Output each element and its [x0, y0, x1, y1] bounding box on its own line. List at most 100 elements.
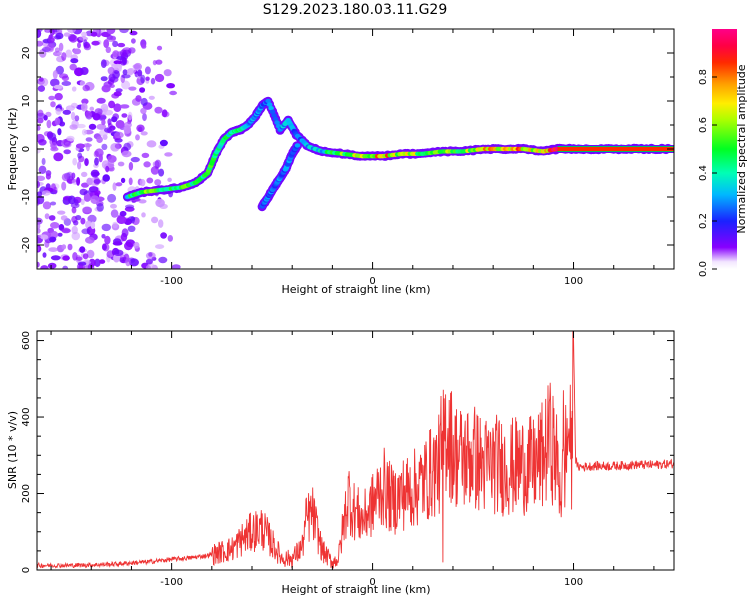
noise-speckle	[79, 246, 86, 253]
noise-speckle	[47, 35, 55, 44]
noise-speckle	[142, 113, 147, 122]
spectrogram-noise	[37, 29, 181, 269]
secondary-branch-core	[294, 143, 301, 148]
noise-speckle	[112, 40, 119, 48]
noise-speckle	[67, 33, 77, 42]
colorbar-tick-label: 0.4	[698, 165, 709, 181]
noise-speckle	[79, 80, 86, 87]
ridge-core	[268, 106, 274, 111]
figure-title: S129.2023.180.03.11.G29	[263, 2, 448, 18]
noise-speckle	[52, 70, 58, 79]
noise-speckle	[55, 65, 64, 75]
noise-speckle	[161, 109, 168, 118]
noise-speckle	[48, 95, 56, 101]
noise-speckle	[90, 221, 96, 230]
noise-speckle	[80, 67, 89, 75]
noise-speckle	[111, 116, 118, 123]
noise-speckle	[106, 29, 116, 35]
noise-speckle	[67, 29, 77, 34]
noise-speckle	[60, 215, 68, 221]
colorbar-ticks: 0.0 0.2 0.4 0.6 0.8	[698, 69, 717, 277]
noise-speckle	[123, 125, 131, 134]
noise-speckle	[130, 156, 140, 163]
noise-speckle	[55, 108, 62, 115]
noise-speckle	[155, 59, 163, 65]
noise-speckle	[169, 90, 178, 96]
colorbar-tick-label: 0.8	[698, 69, 709, 85]
noise-speckle	[61, 75, 70, 82]
noise-speckle	[140, 97, 148, 106]
noise-speckle	[148, 95, 155, 100]
noise-speckle	[37, 180, 40, 188]
snr-series-line	[37, 331, 674, 569]
noise-speckle	[167, 177, 172, 182]
noise-speckle	[73, 220, 79, 226]
noise-speckle	[145, 76, 150, 81]
noise-speckle	[123, 241, 133, 251]
noise-speckle	[90, 195, 100, 205]
noise-speckle	[131, 98, 141, 106]
noise-speckle	[71, 225, 78, 235]
noise-speckle	[127, 225, 136, 232]
ridge-core	[274, 120, 280, 125]
noise-speckle	[84, 158, 89, 167]
noise-speckle	[107, 193, 117, 203]
noise-speckle	[37, 175, 46, 181]
noise-speckle	[47, 262, 57, 269]
noise-speckle	[138, 199, 147, 204]
noise-speckle	[154, 179, 162, 186]
noise-speckle	[101, 119, 106, 126]
noise-speckle	[82, 143, 92, 148]
noise-speckle	[119, 56, 128, 66]
noise-speckle	[103, 109, 114, 116]
noise-speckle	[37, 222, 41, 230]
noise-speckle	[163, 69, 172, 77]
spectrogram-xlabel: Height of straight line (km)	[281, 283, 430, 296]
noise-speckle	[131, 38, 136, 44]
noise-speckle	[81, 228, 91, 235]
noise-speckle	[104, 127, 112, 133]
noise-speckle	[143, 161, 151, 168]
noise-speckle	[44, 240, 50, 248]
noise-speckle	[154, 106, 163, 114]
noise-speckle	[101, 223, 112, 232]
noise-speckle	[80, 198, 85, 205]
noise-speckle	[115, 88, 123, 93]
noise-speckle	[141, 152, 150, 158]
noise-speckle	[128, 161, 134, 171]
noise-speckle	[98, 153, 103, 163]
noise-speckle	[109, 84, 115, 88]
spectrogram-frame	[36, 28, 675, 270]
noise-speckle	[99, 114, 107, 120]
noise-speckle	[104, 235, 111, 245]
noise-speckle	[63, 32, 71, 37]
snr-ylabel: SNR (10 * v/v)	[6, 411, 19, 489]
noise-speckle	[135, 134, 140, 141]
noise-speckle	[146, 177, 154, 184]
noise-speckle	[82, 206, 92, 213]
colorbar-tick-label: 0.6	[698, 117, 709, 133]
noise-speckle	[128, 177, 133, 186]
noise-speckle	[99, 259, 106, 264]
noise-speckle	[49, 230, 59, 239]
noise-speckle	[55, 32, 64, 40]
noise-speckle	[69, 63, 77, 71]
noise-speckle	[37, 117, 44, 124]
noise-speckle	[81, 129, 87, 136]
noise-speckle	[61, 228, 71, 234]
noise-speckle	[107, 67, 115, 75]
noise-speckle	[129, 30, 138, 36]
noise-speckle	[64, 141, 72, 148]
noise-speckle	[50, 201, 57, 206]
noise-speckle	[77, 161, 82, 170]
y-tick-label: 200	[21, 484, 32, 503]
noise-speckle	[139, 179, 146, 187]
noise-speckle	[83, 193, 91, 202]
noise-speckle	[75, 143, 85, 149]
noise-speckle	[43, 115, 48, 121]
y-tick-label: 400	[21, 407, 32, 426]
noise-speckle	[61, 244, 67, 250]
noise-speckle	[125, 257, 131, 267]
noise-speckle	[61, 181, 67, 191]
noise-speckle	[129, 258, 139, 267]
